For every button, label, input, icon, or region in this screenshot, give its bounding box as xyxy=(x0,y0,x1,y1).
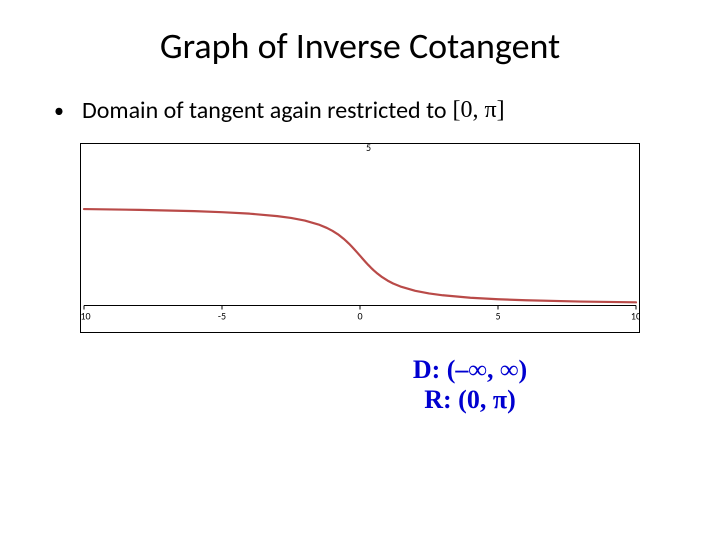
math-interval: [0, π] xyxy=(453,97,505,124)
bullet-text: Domain of tangent again restricted to xyxy=(82,96,447,125)
svg-text:5: 5 xyxy=(366,143,371,154)
bullet-marker: • xyxy=(54,99,64,123)
svg-text:-10: -10 xyxy=(80,309,91,322)
svg-text:-5: -5 xyxy=(218,309,226,322)
slide: Graph of Inverse Cotangent • Domain of t… xyxy=(0,0,720,540)
svg-text:5: 5 xyxy=(495,309,500,322)
chart-svg: -10 -5 0 5 10 5 xyxy=(80,143,640,333)
svg-text:10: 10 xyxy=(631,309,640,322)
arccot-chart: -10 -5 0 5 10 5 xyxy=(80,143,640,333)
bullet-item: • Domain of tangent again restricted to … xyxy=(54,96,660,125)
page-title: Graph of Inverse Cotangent xyxy=(60,24,660,68)
handwritten-annotations: D: (–∞, ∞) R: (0, π) xyxy=(60,355,660,415)
svg-text:0: 0 xyxy=(357,309,362,322)
range-annotation: R: (0, π) xyxy=(280,385,660,415)
domain-annotation: D: (–∞, ∞) xyxy=(280,355,660,385)
